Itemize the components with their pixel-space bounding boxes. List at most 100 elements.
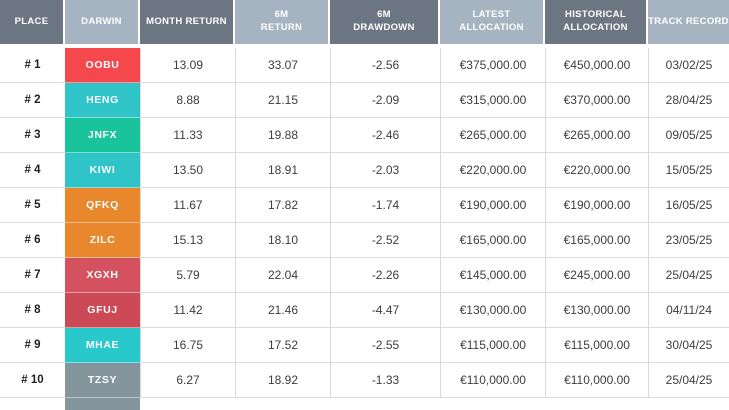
darwin-badge[interactable]: HENG	[65, 83, 140, 118]
place-cell: # 10	[0, 363, 65, 398]
track-record-cell: 25/04/25	[648, 258, 729, 293]
place-cell: # 9	[0, 328, 65, 363]
darwin-badge[interactable]: OOBU	[65, 48, 140, 83]
track-record-cell: 04/11/24	[648, 293, 729, 328]
place-cell: # 2	[0, 83, 65, 118]
6m-return-cell	[235, 398, 330, 410]
latest-allocation-cell: €165,000.00	[440, 223, 545, 258]
6m-return-cell: 33.07	[235, 48, 330, 83]
historical-allocation-cell: €115,000.00	[545, 328, 648, 363]
header-month-return: MONTH RETURN	[140, 0, 235, 44]
latest-allocation-cell: €375,000.00	[440, 48, 545, 83]
historical-allocation-cell: €220,000.00	[545, 153, 648, 188]
6m-drawdown-cell: -1.74	[330, 188, 440, 223]
table-row: # 4 KIWI 13.50 18.91 -2.03 €220,000.00 €…	[0, 153, 729, 188]
latest-allocation-cell: €145,000.00	[440, 258, 545, 293]
latest-allocation-cell: €130,000.00	[440, 293, 545, 328]
latest-allocation-cell: €265,000.00	[440, 118, 545, 153]
track-record-cell	[648, 398, 729, 410]
6m-drawdown-cell: -2.56	[330, 48, 440, 83]
place-cell: # 7	[0, 258, 65, 293]
month-return-cell: 11.67	[140, 188, 235, 223]
darwin-badge[interactable]: ZILC	[65, 223, 140, 258]
historical-allocation-cell: €110,000.00	[545, 363, 648, 398]
6m-return-cell: 18.91	[235, 153, 330, 188]
table-row: # 3 JNFX 11.33 19.88 -2.46 €265,000.00 €…	[0, 118, 729, 153]
place-cell	[0, 398, 65, 410]
table-header-row: PLACE DARWIN MONTH RETURN 6M RETURN 6M D…	[0, 0, 729, 44]
6m-return-cell: 18.92	[235, 363, 330, 398]
table-row: # 7 XGXH 5.79 22.04 -2.26 €145,000.00 €2…	[0, 258, 729, 293]
track-record-cell: 30/04/25	[648, 328, 729, 363]
header-place: PLACE	[0, 0, 65, 44]
month-return-cell: 15.13	[140, 223, 235, 258]
latest-allocation-cell: €110,000.00	[440, 363, 545, 398]
6m-return-cell: 18.10	[235, 223, 330, 258]
track-record-cell: 16/05/25	[648, 188, 729, 223]
header-darwin: DARWIN	[65, 0, 140, 44]
header-latest-allocation: LATEST ALLOCATION	[440, 0, 545, 44]
track-record-cell: 15/05/25	[648, 153, 729, 188]
header-6m-return: 6M RETURN	[235, 0, 330, 44]
darwin-badge[interactable]: GFUJ	[65, 293, 140, 328]
darwin-badge[interactable]: MHAE	[65, 328, 140, 363]
track-record-cell: 03/02/25	[648, 48, 729, 83]
track-record-cell: 28/04/25	[648, 83, 729, 118]
header-track-record: TRACK RECORD	[648, 0, 729, 44]
darwin-badge-partial	[65, 398, 140, 410]
month-return-cell	[140, 398, 235, 410]
6m-drawdown-cell: -2.26	[330, 258, 440, 293]
table-row: # 1 OOBU 13.09 33.07 -2.56 €375,000.00 €…	[0, 48, 729, 83]
6m-drawdown-cell: -2.46	[330, 118, 440, 153]
month-return-cell: 11.33	[140, 118, 235, 153]
table-row: # 5 QFKQ 11.67 17.82 -1.74 €190,000.00 €…	[0, 188, 729, 223]
header-6m-drawdown: 6M DRAWDOWN	[330, 0, 440, 44]
darwin-badge[interactable]: TZSY	[65, 363, 140, 398]
table-row: # 2 HENG 8.88 21.15 -2.09 €315,000.00 €3…	[0, 83, 729, 118]
place-cell: # 3	[0, 118, 65, 153]
month-return-cell: 11.42	[140, 293, 235, 328]
track-record-cell: 25/04/25	[648, 363, 729, 398]
table-row-partial	[0, 398, 729, 410]
6m-drawdown-cell: -1.33	[330, 363, 440, 398]
month-return-cell: 5.79	[140, 258, 235, 293]
6m-return-cell: 21.15	[235, 83, 330, 118]
track-record-cell: 23/05/25	[648, 223, 729, 258]
table-row: # 9 MHAE 16.75 17.52 -2.55 €115,000.00 €…	[0, 328, 729, 363]
historical-allocation-cell: €450,000.00	[545, 48, 648, 83]
month-return-cell: 13.09	[140, 48, 235, 83]
track-record-cell: 09/05/25	[648, 118, 729, 153]
historical-allocation-cell	[545, 398, 648, 410]
header-historical-allocation: HISTORICAL ALLOCATION	[545, 0, 648, 44]
historical-allocation-cell: €130,000.00	[545, 293, 648, 328]
6m-return-cell: 19.88	[235, 118, 330, 153]
latest-allocation-cell: €190,000.00	[440, 188, 545, 223]
6m-return-cell: 22.04	[235, 258, 330, 293]
table-row: # 10 TZSY 6.27 18.92 -1.33 €110,000.00 €…	[0, 363, 729, 398]
table-row: # 8 GFUJ 11.42 21.46 -4.47 €130,000.00 €…	[0, 293, 729, 328]
table-row: # 6 ZILC 15.13 18.10 -2.52 €165,000.00 €…	[0, 223, 729, 258]
month-return-cell: 6.27	[140, 363, 235, 398]
6m-drawdown-cell	[330, 398, 440, 410]
historical-allocation-cell: €370,000.00	[545, 83, 648, 118]
6m-return-cell: 17.82	[235, 188, 330, 223]
historical-allocation-cell: €190,000.00	[545, 188, 648, 223]
6m-drawdown-cell: -4.47	[330, 293, 440, 328]
month-return-cell: 16.75	[140, 328, 235, 363]
historical-allocation-cell: €265,000.00	[545, 118, 648, 153]
6m-return-cell: 21.46	[235, 293, 330, 328]
latest-allocation-cell: €315,000.00	[440, 83, 545, 118]
place-cell: # 5	[0, 188, 65, 223]
darwin-badge[interactable]: JNFX	[65, 118, 140, 153]
6m-drawdown-cell: -2.52	[330, 223, 440, 258]
month-return-cell: 13.50	[140, 153, 235, 188]
6m-drawdown-cell: -2.09	[330, 83, 440, 118]
darwin-badge[interactable]: QFKQ	[65, 188, 140, 223]
latest-allocation-cell: €115,000.00	[440, 328, 545, 363]
darwin-badge[interactable]: XGXH	[65, 258, 140, 293]
6m-drawdown-cell: -2.55	[330, 328, 440, 363]
darwin-badge[interactable]: KIWI	[65, 153, 140, 188]
6m-return-cell: 17.52	[235, 328, 330, 363]
place-cell: # 8	[0, 293, 65, 328]
